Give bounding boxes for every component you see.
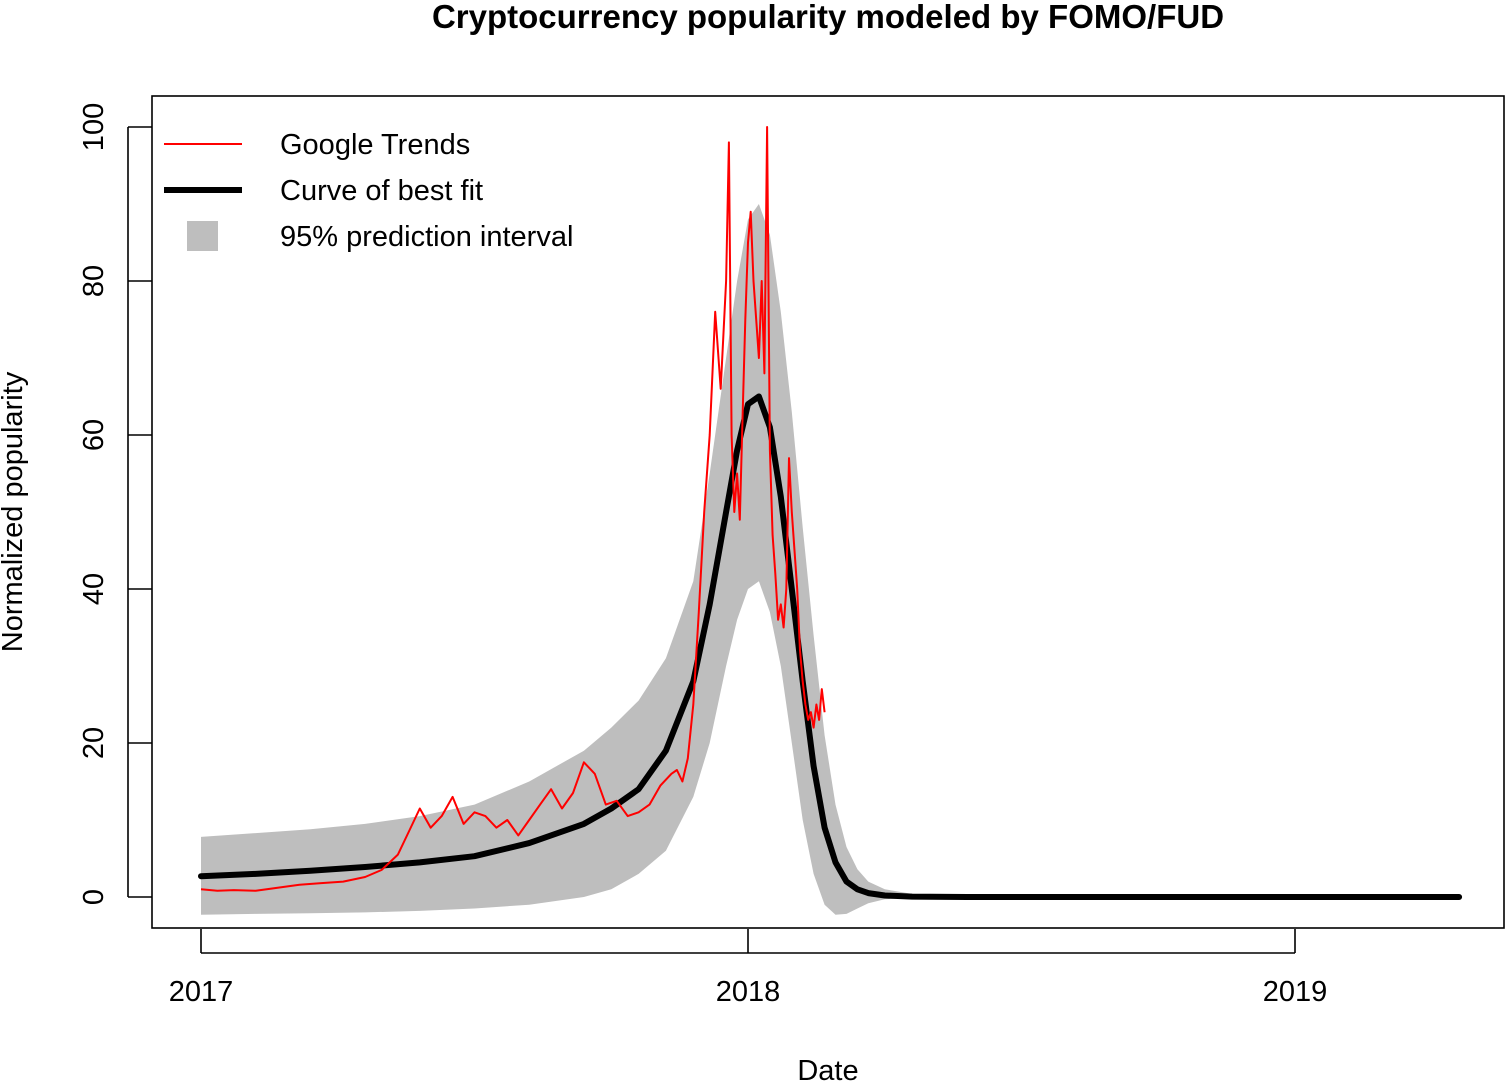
legend: Google Trends Curve of best fit 95% pred… bbox=[164, 129, 573, 253]
prediction-interval-band bbox=[201, 204, 1460, 915]
plot-area bbox=[198, 126, 1463, 915]
y-axis-label: Normalized popularity bbox=[0, 371, 29, 652]
x-axis-label: Date bbox=[797, 1055, 858, 1082]
y-tick-label-60: 60 bbox=[78, 419, 110, 451]
y-tick-label-0: 0 bbox=[78, 889, 110, 905]
google-trends-layer bbox=[200, 126, 826, 892]
y-tick-label-20: 20 bbox=[78, 727, 110, 759]
x-axis: 2017 2018 2019 bbox=[169, 929, 1328, 1008]
legend-label-prediction-interval: 95% prediction interval bbox=[280, 221, 573, 253]
legend-label-best-fit: Curve of best fit bbox=[280, 175, 483, 207]
x-tick-label-2019: 2019 bbox=[1263, 976, 1328, 1008]
y-tick-label-100: 100 bbox=[78, 103, 110, 151]
prediction-band-layer bbox=[201, 204, 1460, 915]
google-trends-line bbox=[200, 126, 826, 892]
chart-title: Cryptocurrency popularity modeled by FOM… bbox=[432, 0, 1224, 35]
plot-frame bbox=[151, 95, 1505, 929]
best-fit-curve bbox=[198, 393, 1463, 900]
y-tick-label-40: 40 bbox=[78, 573, 110, 605]
y-tick-label-80: 80 bbox=[78, 265, 110, 297]
legend-label-google-trends: Google Trends bbox=[280, 129, 470, 161]
y-axis: 0 20 40 60 80 100 bbox=[78, 103, 152, 905]
x-tick-label-2018: 2018 bbox=[716, 976, 781, 1008]
legend-swatch-prediction-interval bbox=[187, 221, 218, 251]
fit-curve-layer bbox=[198, 393, 1463, 900]
x-tick-label-2017: 2017 bbox=[169, 976, 234, 1008]
